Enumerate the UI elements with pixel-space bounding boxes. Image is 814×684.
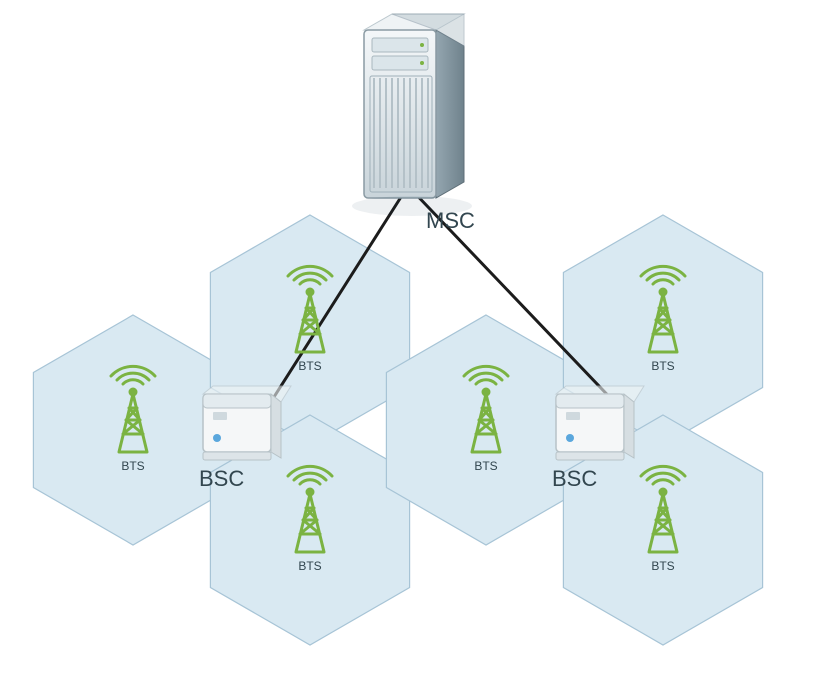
antenna-dot <box>307 289 313 295</box>
bsc-label: BSC <box>199 466 244 491</box>
server-icon <box>203 386 291 460</box>
antenna-dot <box>130 389 136 395</box>
antenna-dot <box>660 489 666 495</box>
bts-label: BTS <box>474 459 497 473</box>
msc-node: MSC <box>352 14 475 233</box>
network-diagram: BTS BTS BTS BTS BTS BTS BSC BSC MSC <box>0 0 814 684</box>
bts-label: BTS <box>651 359 674 373</box>
bts-label: BTS <box>298 359 321 373</box>
server-side <box>436 30 464 198</box>
bts-label: BTS <box>121 459 144 473</box>
antenna-dot <box>307 489 313 495</box>
bts-label: BTS <box>651 559 674 573</box>
antenna-dot <box>660 289 666 295</box>
msc-label: MSC <box>426 208 475 233</box>
bts-label: BTS <box>298 559 321 573</box>
msc-layer: MSC <box>352 14 475 233</box>
server-icon <box>556 386 644 460</box>
antenna-dot <box>483 389 489 395</box>
bsc-label: BSC <box>552 466 597 491</box>
